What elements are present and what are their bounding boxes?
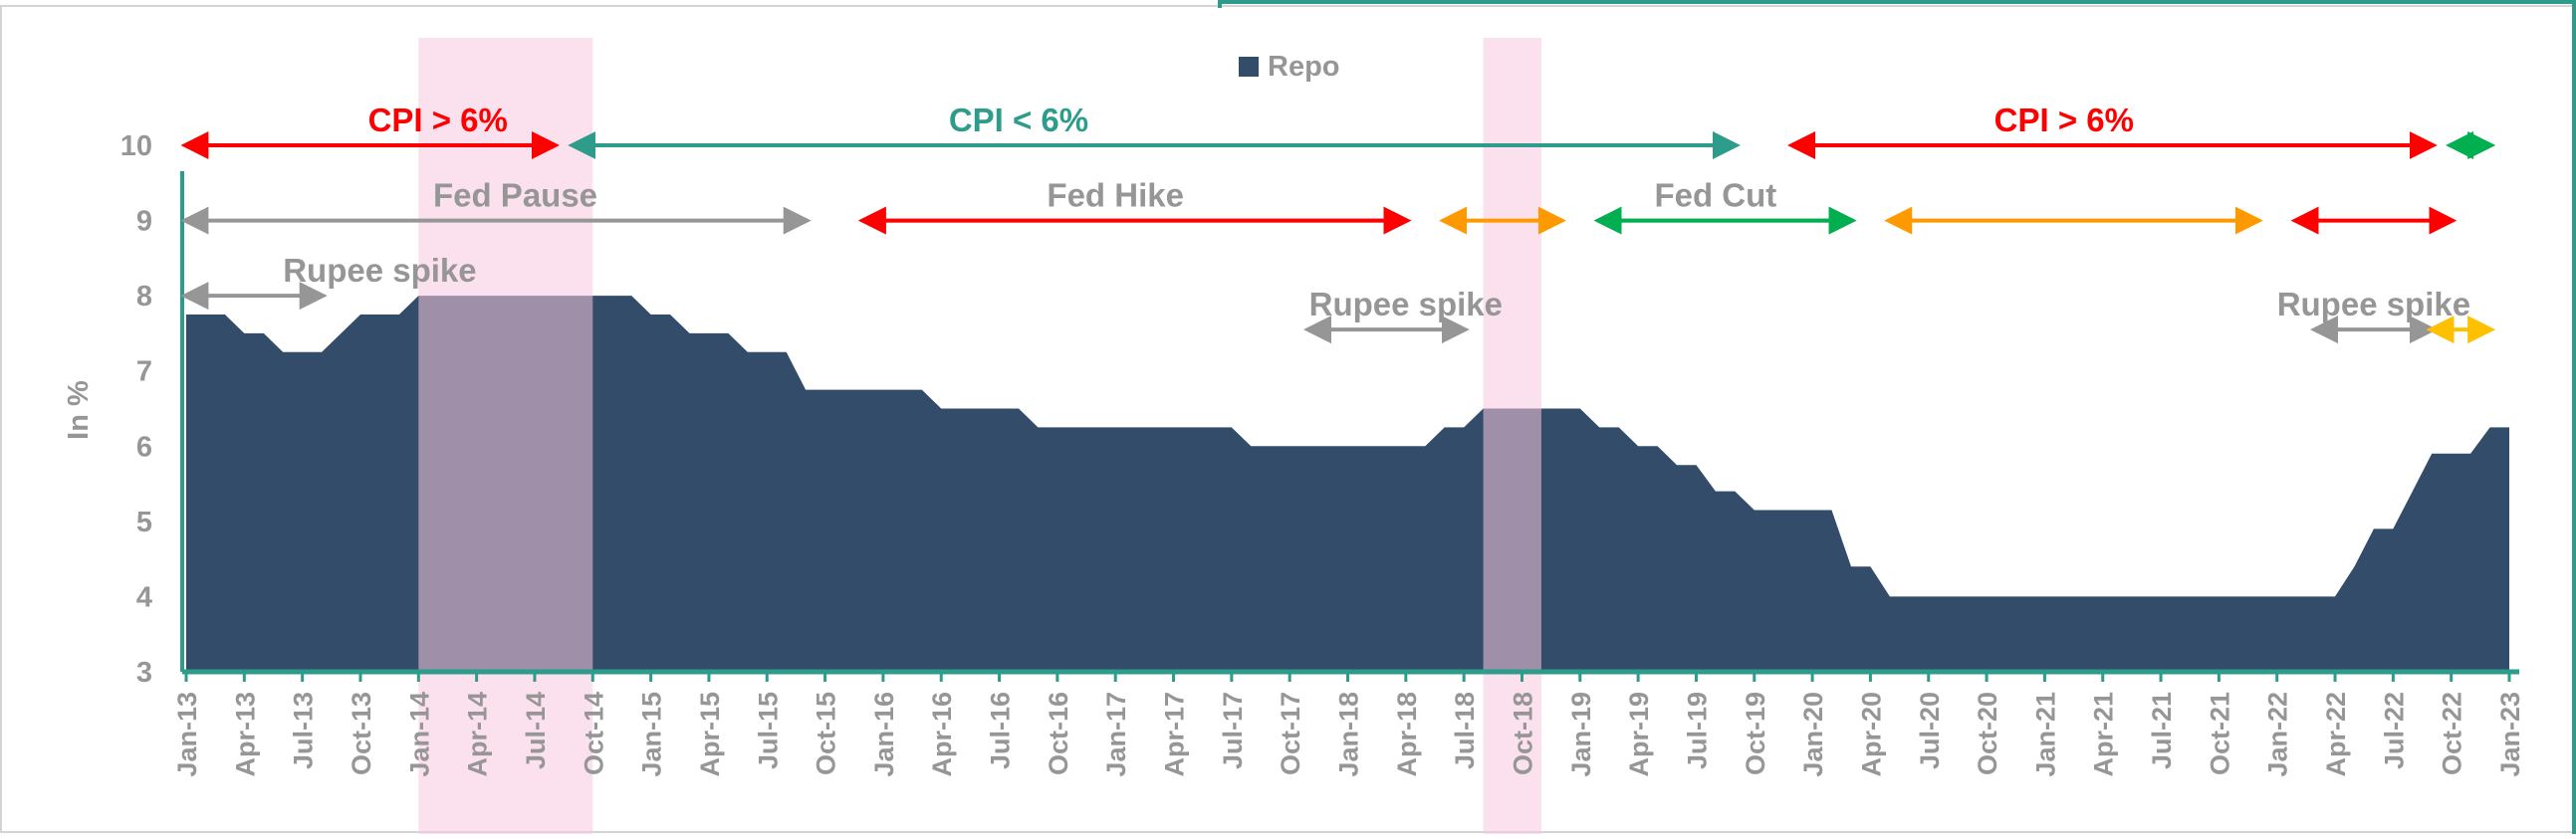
y-tick-label: 10	[120, 130, 152, 162]
x-tick-label: Apr-15	[695, 692, 725, 777]
x-tick-label: Oct-20	[1973, 692, 2002, 775]
x-tick-label: Oct-14	[579, 692, 608, 775]
x-tick-label: Jan-15	[637, 692, 667, 777]
x-tick-label: Jul-13	[289, 692, 319, 769]
x-tick-label: Apr-13	[230, 692, 260, 777]
x-tick-label: Jul-19	[1682, 692, 1712, 769]
x-tick-label: Jan-16	[869, 692, 899, 777]
x-tick-label: Oct-17	[1276, 692, 1305, 775]
x-tick-label: Jan-17	[1101, 692, 1131, 777]
y-tick-label: 4	[136, 581, 152, 613]
legend: Repo	[1239, 51, 1340, 83]
x-tick-label: Jul-16	[986, 692, 1016, 769]
x-tick-label: Apr-14	[463, 692, 493, 777]
y-axis-title: In %	[63, 380, 95, 440]
legend-swatch-repo	[1239, 57, 1259, 77]
x-tick-label: Apr-22	[2321, 692, 2351, 777]
x-tick-label: Oct-18	[1508, 692, 1537, 775]
annotation-label: Fed Hike	[1047, 177, 1184, 214]
x-tick-label: Apr-20	[1856, 692, 1886, 777]
y-tick-label: 7	[136, 356, 152, 388]
x-tick-label: Jan-18	[1334, 692, 1364, 777]
x-tick-label: Oct-21	[2205, 692, 2234, 775]
x-tick-label: Jan-20	[1798, 692, 1828, 777]
x-tick-label: Jul-21	[2147, 692, 2177, 769]
repo-area	[186, 296, 2509, 672]
x-tick-label: Apr-19	[1624, 692, 1654, 777]
x-tick-label: Oct-22	[2438, 692, 2467, 775]
shaded-period-1	[418, 38, 593, 834]
x-tick-label: Apr-18	[1392, 692, 1422, 777]
annotation-label: Rupee spike	[283, 252, 476, 289]
x-tick-label: Apr-17	[1160, 692, 1190, 777]
x-tick-label: Jan-13	[172, 692, 202, 777]
x-tick-label: Jul-15	[753, 692, 783, 769]
x-tick-label: Oct-16	[1044, 692, 1073, 775]
annotation-label: Rupee spike	[1309, 286, 1503, 322]
y-tick-label: 6	[136, 431, 152, 463]
x-tick-label: Jul-22	[2379, 692, 2409, 769]
annotation-label: Fed Cut	[1654, 177, 1776, 214]
annotation-label: CPI > 6%	[1994, 102, 2134, 138]
shaded-period-2	[1483, 38, 1541, 834]
x-tick-label: Oct-15	[812, 692, 841, 775]
y-tick-label: 3	[136, 657, 152, 689]
x-tick-label: Apr-21	[2089, 692, 2119, 777]
x-tick-label: Oct-19	[1741, 692, 1770, 775]
x-tick-label: Jan-22	[2263, 692, 2293, 777]
y-tick-label: 8	[136, 281, 152, 313]
x-tick-label: Jul-20	[1915, 692, 1945, 769]
x-tick-label: Apr-16	[927, 692, 957, 777]
x-tick-label: Jul-14	[521, 692, 551, 769]
legend-label-repo: Repo	[1268, 51, 1340, 83]
annotation-label: CPI > 6%	[368, 102, 508, 138]
x-tick-label: Jul-18	[1450, 692, 1480, 769]
x-tick-label: Jan-21	[2030, 692, 2060, 777]
y-tick-label: 9	[136, 206, 152, 238]
y-tick-label: 5	[136, 507, 152, 538]
x-tick-label: Jan-23	[2495, 692, 2525, 777]
x-tick-label: Jan-19	[1566, 692, 1596, 777]
x-tick-label: Oct-13	[347, 692, 376, 775]
x-tick-label: Jul-17	[1218, 692, 1248, 769]
annotation-label: Fed Pause	[433, 177, 597, 214]
annotation-label: CPI < 6%	[949, 102, 1088, 138]
x-tick-label: Jan-14	[404, 692, 434, 777]
annotation-label: Rupee spike	[2277, 286, 2470, 322]
